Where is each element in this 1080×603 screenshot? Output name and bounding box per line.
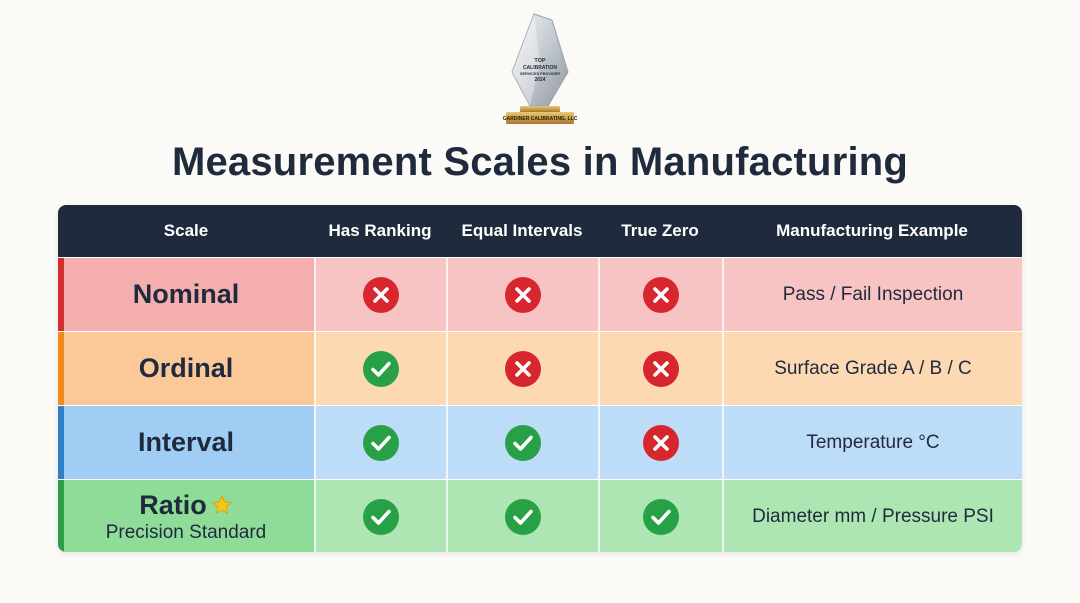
true-zero-cell (598, 258, 722, 331)
equal-intervals-cell (446, 332, 598, 405)
page-title: Measurement Scales in Manufacturing (171, 140, 909, 184)
check-circle-icon (363, 350, 399, 387)
star-icon (211, 494, 233, 514)
example-cell: Diameter mm / Pressure PSI (722, 480, 1022, 552)
award-trophy-logo: TOP CALIBRATION SERVICES PROVIDER 2024 G… (496, 10, 584, 128)
header-equal-intervals: Equal Intervals (461, 221, 583, 240)
has-ranking-cell (314, 332, 446, 405)
example-cell: Surface Grade A / B / C (722, 332, 1022, 405)
row-accent-bar (58, 480, 64, 552)
x-circle-icon (643, 276, 679, 313)
svg-text:TOP: TOP (534, 58, 546, 64)
svg-text:SERVICES PROVIDER: SERVICES PROVIDER (520, 72, 560, 76)
scale-name: Ordinal (138, 353, 234, 383)
check-circle-icon (363, 424, 399, 461)
table-row-nominal: Nominal Pass / Fail Inspection (58, 257, 1022, 331)
equal-intervals-cell (446, 480, 598, 552)
row-accent-bar (58, 258, 64, 331)
scale-name: Interval (137, 427, 235, 457)
svg-text:GARDINER CALIBRATING, LLC: GARDINER CALIBRATING, LLC (503, 116, 578, 122)
x-circle-icon (505, 350, 541, 387)
scale-name-wrap: Ordinal (139, 353, 234, 384)
scale-name-wrap: Interval (138, 427, 234, 458)
header-true-zero: True Zero (621, 221, 699, 240)
table-row-interval: Interval Temperature °C (58, 405, 1022, 479)
header-scale: Scale (163, 221, 209, 240)
scale-name: Nominal (132, 279, 240, 309)
header-manufacturing-example: Manufacturing Example (776, 221, 968, 240)
scale-name-wrap: Ratio (139, 490, 233, 521)
table-header-row: Scale Has Ranking Equal Intervals True Z… (58, 205, 1022, 257)
check-circle-icon (363, 498, 399, 535)
row-accent-bar (58, 406, 64, 479)
equal-intervals-cell (446, 406, 598, 479)
svg-text:CALIBRATION: CALIBRATION (523, 65, 557, 71)
true-zero-cell (598, 406, 722, 479)
scale-name-wrap: Nominal (133, 279, 240, 310)
svg-text:2024: 2024 (534, 77, 545, 83)
scale-subtitle: Precision Standard (105, 521, 267, 543)
row-accent-bar (58, 332, 64, 405)
scale-cell: Ordinal (58, 332, 314, 405)
table-row-ordinal: Ordinal Surface Grade A / B / C (58, 331, 1022, 405)
trophy-icon: TOP CALIBRATION SERVICES PROVIDER 2024 G… (503, 13, 578, 124)
equal-intervals-cell (446, 258, 598, 331)
x-circle-icon (505, 276, 541, 313)
example-cell: Pass / Fail Inspection (722, 258, 1022, 331)
true-zero-cell (598, 480, 722, 552)
check-circle-icon (505, 498, 541, 535)
scale-cell: Interval (58, 406, 314, 479)
check-circle-icon (505, 424, 541, 461)
has-ranking-cell (314, 406, 446, 479)
scale-name: Ratio (139, 489, 207, 520)
header-has-ranking: Has Ranking (328, 221, 432, 240)
x-circle-icon (643, 424, 679, 461)
example-cell: Temperature °C (722, 406, 1022, 479)
measurement-scales-table: Scale Has Ranking Equal Intervals True Z… (58, 205, 1022, 552)
x-circle-icon (363, 276, 399, 313)
table-row-ratio: Ratio Precision Standard Diameter mm / Pre… (58, 479, 1022, 552)
check-circle-icon (643, 498, 679, 535)
true-zero-cell (598, 332, 722, 405)
scale-cell: Nominal (58, 258, 314, 331)
has-ranking-cell (314, 258, 446, 331)
x-circle-icon (643, 350, 679, 387)
scale-cell: Ratio Precision Standard (58, 480, 314, 552)
has-ranking-cell (314, 480, 446, 552)
